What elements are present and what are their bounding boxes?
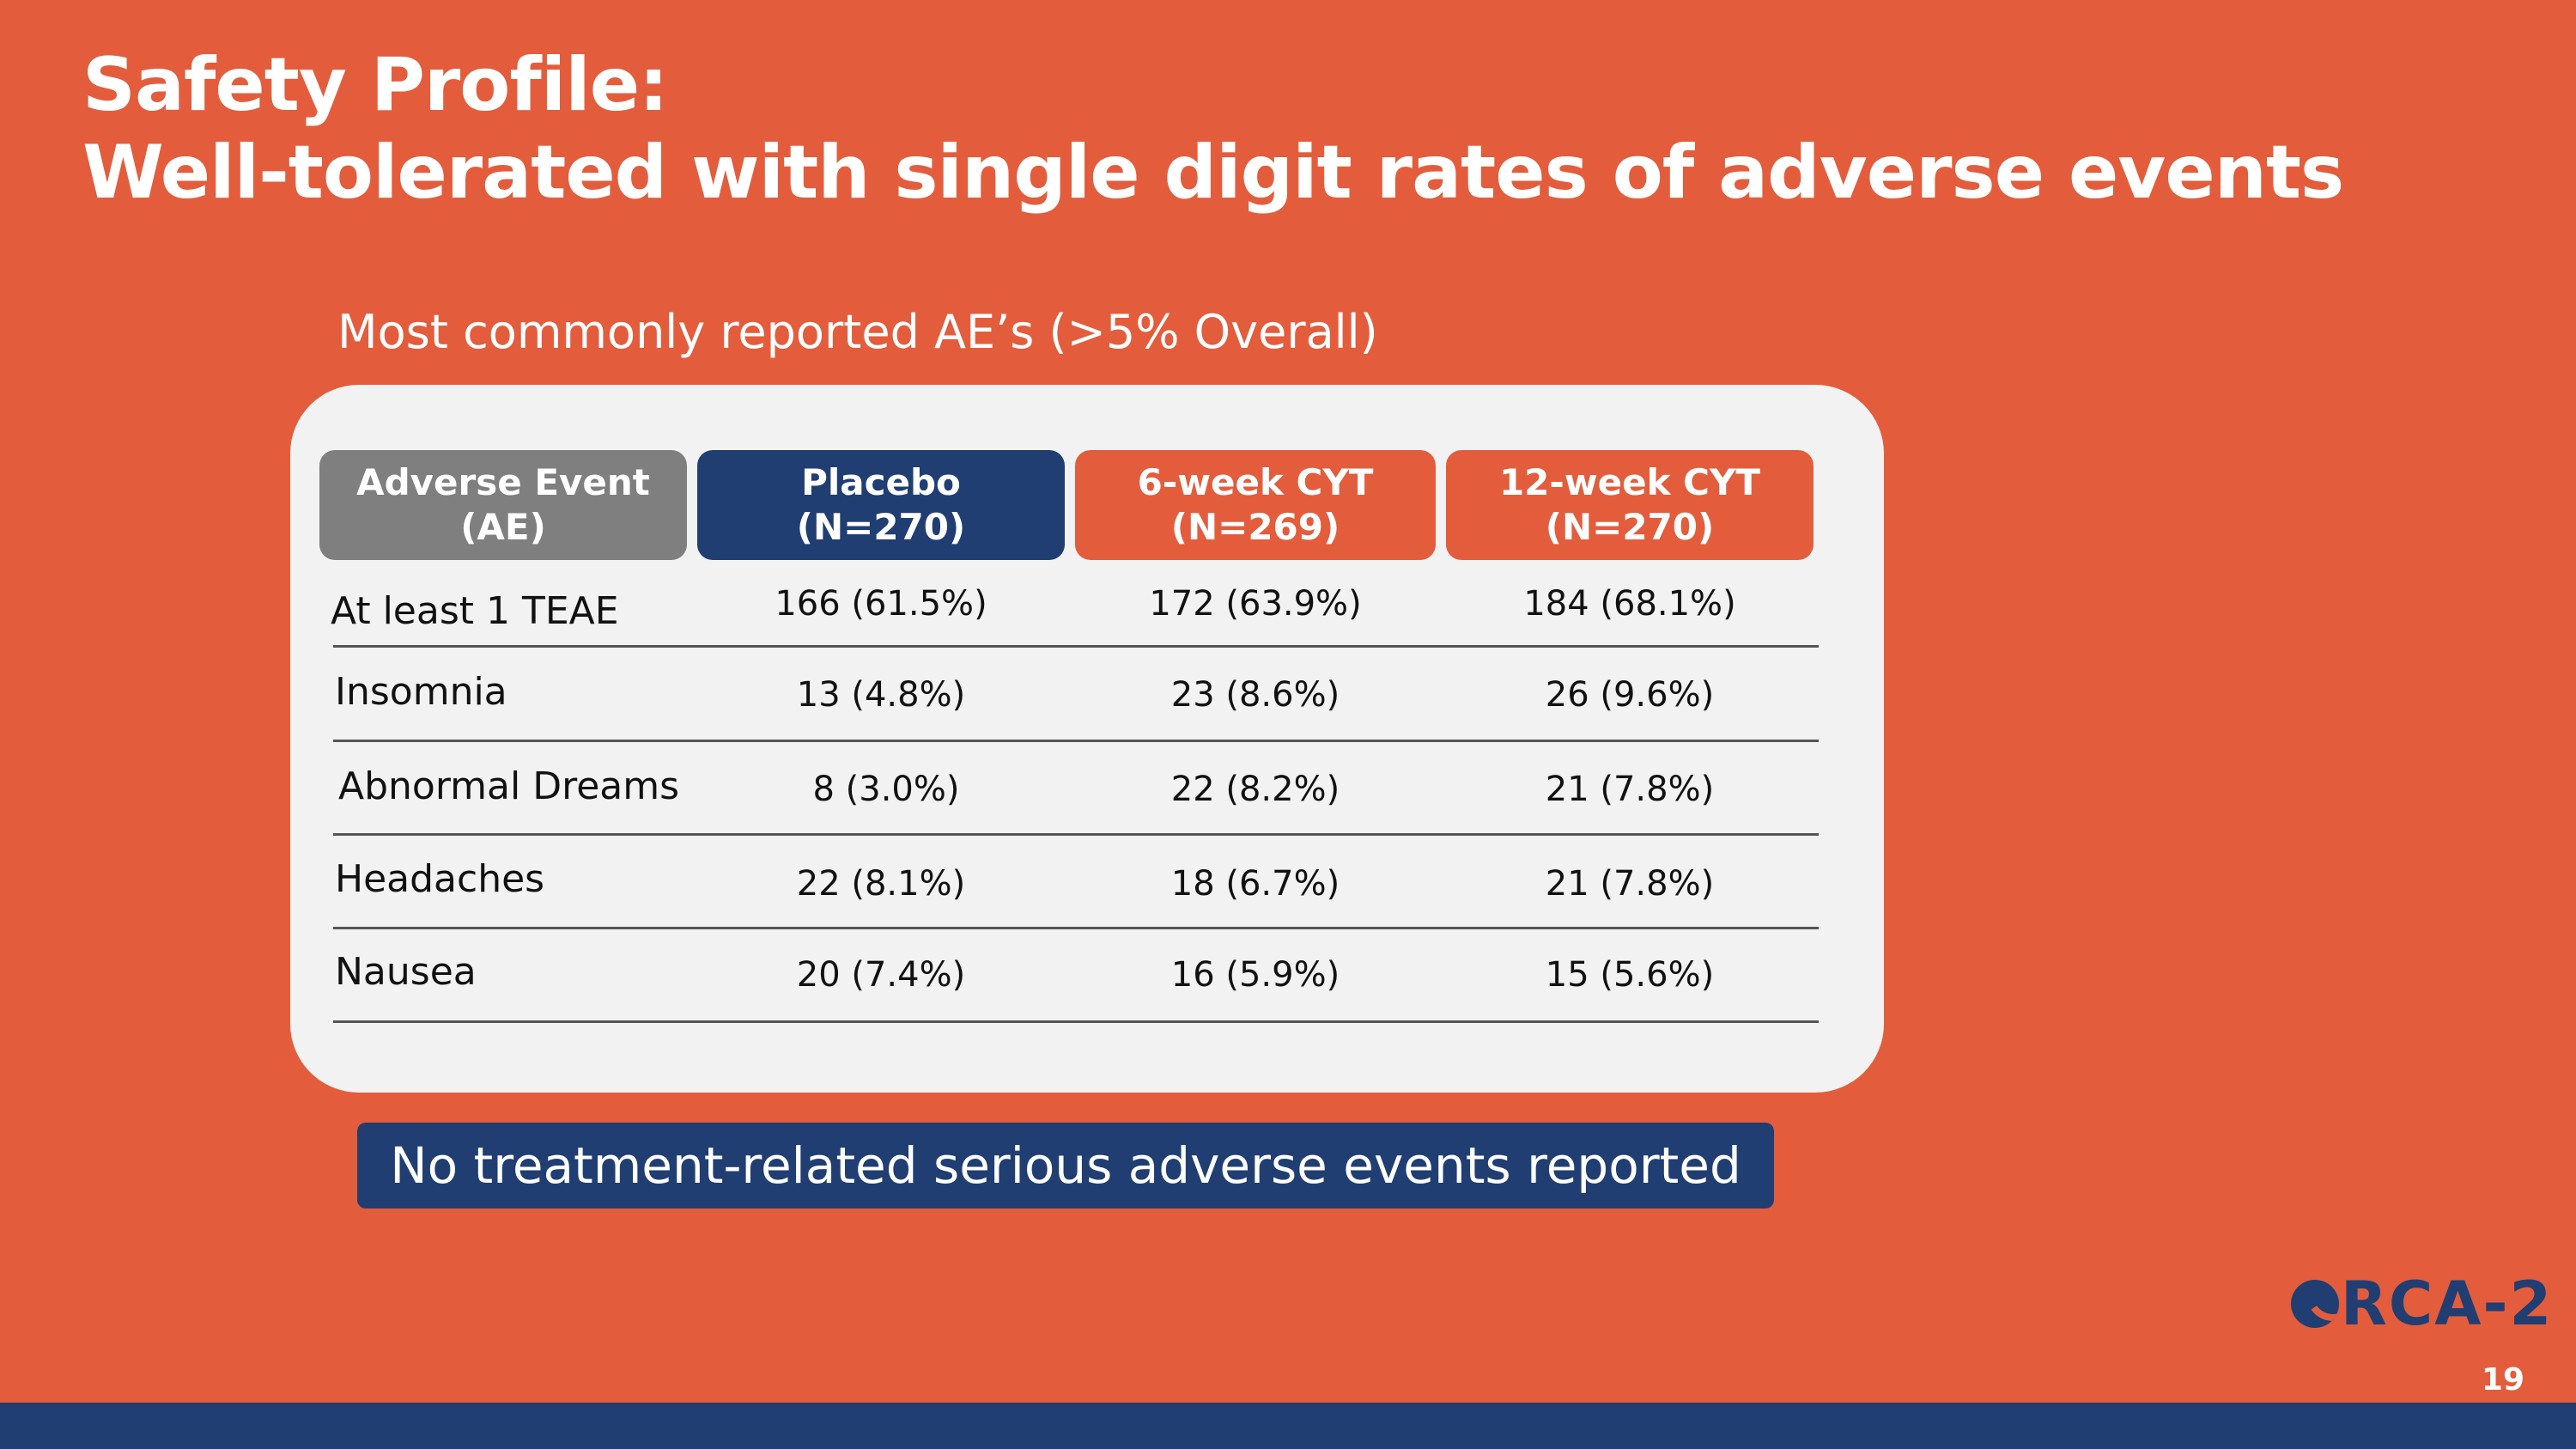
table-caption: Most commonly reported AE’s (>5% Overall…	[337, 305, 1378, 359]
row-divider	[333, 927, 1819, 929]
cell-12-week: 26 (9.6%)	[1545, 675, 1715, 715]
row-divider	[333, 740, 1819, 742]
cell-12-week: 21 (7.8%)	[1545, 864, 1715, 904]
header-adverse-event: Adverse Event (AE)	[319, 450, 687, 560]
row-name: Headaches	[335, 857, 545, 901]
cell-6-week: 172 (63.9%)	[1149, 584, 1362, 624]
cell-12-week: 184 (68.1%)	[1523, 584, 1736, 624]
page-number: 19	[2481, 1362, 2524, 1397]
cell-12-week: 21 (7.8%)	[1545, 770, 1715, 809]
cell-6-week: 18 (6.7%)	[1170, 864, 1340, 904]
row-name: Insomnia	[335, 670, 507, 714]
header-placebo: Placebo (N=270)	[697, 450, 1065, 560]
slide-title-line-1: Safety Profile:	[82, 42, 668, 128]
header-12-week-label: 12-week CYT	[1498, 461, 1761, 503]
orca-2-logo: RCA-2	[2291, 1269, 2554, 1339]
cell-placebo: 8 (3.0%)	[812, 770, 960, 809]
cell-6-week: 23 (8.6%)	[1170, 675, 1340, 715]
slide-title: Safety Profile: Well-tolerated with sing…	[82, 41, 2344, 216]
row-name: At least 1 TEAE	[331, 589, 619, 633]
cell-12-week: 15 (5.6%)	[1545, 955, 1715, 995]
row-divider	[333, 645, 1819, 648]
row-name: Abnormal Dreams	[338, 764, 680, 808]
row-divider	[333, 1020, 1819, 1023]
header-placebo-label: Placebo	[801, 461, 961, 503]
header-6-week-n: (N=269)	[1170, 506, 1340, 548]
header-6-week-label: 6-week CYT	[1137, 461, 1374, 503]
cell-placebo: 166 (61.5%)	[775, 584, 987, 624]
slide-title-line-2: Well-tolerated with single digit rates o…	[82, 130, 2344, 216]
row-name: Nausea	[335, 950, 477, 994]
row-divider	[333, 833, 1819, 836]
header-adverse-event-label: Adverse Event (AE)	[356, 461, 650, 548]
cell-placebo: 22 (8.1%)	[796, 864, 966, 904]
logo-text: RCA-2	[2341, 1269, 2554, 1339]
cell-6-week: 16 (5.9%)	[1170, 955, 1340, 995]
banner-text: No treatment-related serious adverse eve…	[390, 1136, 1741, 1195]
header-12-week-n: (N=270)	[1545, 506, 1715, 548]
orca-logo-icon	[2291, 1280, 2339, 1328]
footer-bar	[0, 1403, 2576, 1449]
cell-placebo: 20 (7.4%)	[796, 955, 966, 995]
header-placebo-n: (N=270)	[796, 506, 966, 548]
cell-placebo: 13 (4.8%)	[796, 675, 966, 715]
no-serious-ae-banner: No treatment-related serious adverse eve…	[357, 1123, 1774, 1209]
cell-6-week: 22 (8.2%)	[1170, 770, 1340, 809]
header-12-week-cyt: 12-week CYT (N=270)	[1446, 450, 1814, 560]
header-6-week-cyt: 6-week CYT (N=269)	[1075, 450, 1436, 560]
